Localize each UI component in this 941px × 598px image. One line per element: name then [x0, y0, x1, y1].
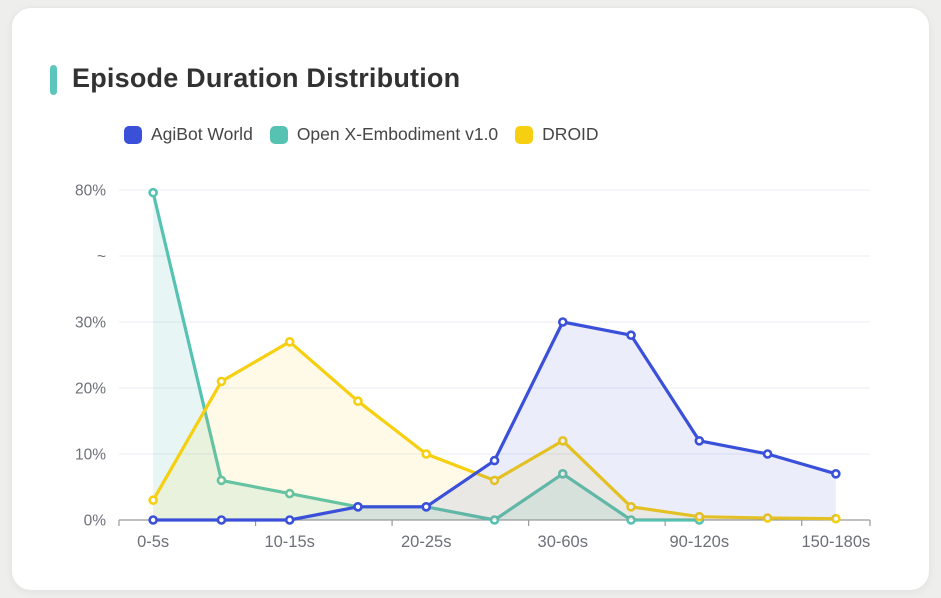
agibot-world-data-point[interactable] — [148, 515, 158, 525]
chart-title: Episode Duration Distribution — [72, 63, 461, 93]
droid-data-point[interactable] — [353, 396, 363, 407]
open-x-embodiment-v1-0-data-point[interactable] — [216, 475, 227, 486]
droid-data-point[interactable] — [694, 511, 705, 522]
agibot-world-data-point[interactable] — [626, 330, 636, 341]
agibot-world-data-point[interactable] — [694, 435, 705, 446]
chart-card: Episode Duration Distribution AgiBot Wor… — [11, 7, 930, 591]
legend-item-agibot-world[interactable]: AgiBot World — [124, 124, 253, 145]
agibot-world-data-point[interactable] — [216, 515, 227, 525]
legend-swatch — [124, 125, 142, 144]
droid-data-point[interactable] — [557, 435, 568, 446]
open-x-embodiment-v1-0-data-point[interactable] — [626, 515, 636, 525]
legend-item-droid[interactable]: DROID — [515, 124, 599, 145]
droid-data-point[interactable] — [831, 513, 841, 524]
droid-data-point[interactable] — [626, 501, 636, 512]
droid-data-point[interactable] — [284, 336, 295, 347]
agibot-world-data-point[interactable] — [353, 501, 363, 512]
agibot-world-data-point[interactable] — [489, 455, 500, 466]
open-x-embodiment-v1-0-data-point[interactable] — [284, 488, 295, 499]
droid-data-point[interactable] — [762, 513, 773, 523]
legend-item-open-x-embodiment-v1-0[interactable]: Open X-Embodiment v1.0 — [269, 124, 499, 145]
open-x-embodiment-v1-0-data-point[interactable] — [489, 515, 500, 525]
legend-swatch — [515, 125, 534, 144]
open-x-embodiment-v1-0-data-point[interactable] — [148, 187, 158, 198]
legend: AgiBot World Open X-Embodiment v1.0 DROID — [124, 124, 599, 145]
legend-label: AgiBot World — [151, 124, 253, 144]
agibot-world-data-point[interactable] — [557, 317, 568, 327]
legend-swatch — [269, 125, 288, 144]
legend-label: Open X-Embodiment v1.0 — [296, 124, 499, 144]
agibot-world-data-point[interactable] — [421, 501, 432, 512]
legend-label: DROID — [542, 124, 599, 144]
agibot-world-data-point[interactable] — [284, 515, 295, 525]
droid-data-point[interactable] — [216, 376, 227, 387]
open-x-embodiment-v1-0-data-point[interactable] — [557, 468, 568, 479]
droid-data-point[interactable] — [421, 449, 432, 459]
title-accent-bar — [50, 65, 57, 95]
droid-data-point[interactable] — [148, 495, 158, 506]
droid-data-point[interactable] — [489, 475, 500, 486]
agibot-world-data-point[interactable] — [831, 468, 841, 479]
agibot-world-data-point[interactable] — [762, 449, 773, 459]
